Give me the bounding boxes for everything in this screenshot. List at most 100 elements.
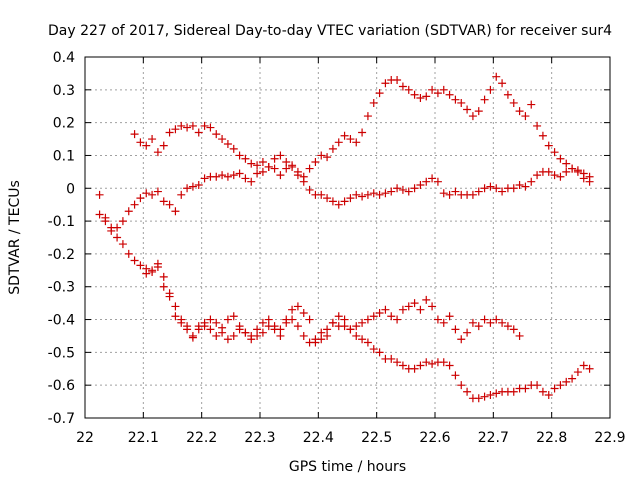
data-point <box>223 335 232 344</box>
data-point <box>369 312 378 321</box>
data-point <box>317 151 326 160</box>
data-point <box>457 335 466 344</box>
data-point <box>235 325 244 334</box>
data-point <box>556 154 565 163</box>
data-point <box>363 315 372 324</box>
plot-frame <box>84 56 611 419</box>
data-point <box>474 394 483 403</box>
data-point <box>474 322 483 331</box>
data-point <box>334 200 343 209</box>
data-point <box>299 308 308 317</box>
grid <box>85 57 610 418</box>
data-point <box>568 164 577 173</box>
y-tick-label: -0.2 <box>48 247 75 263</box>
data-point <box>428 174 437 183</box>
data-point <box>486 318 495 327</box>
data-point <box>194 180 203 189</box>
data-point <box>521 384 530 393</box>
data-point <box>107 226 116 235</box>
data-point <box>153 187 162 196</box>
data-point <box>550 171 559 180</box>
data-point <box>270 325 279 334</box>
x-tick-label: 22.2 <box>186 430 217 446</box>
data-point <box>579 361 588 370</box>
data-point <box>177 121 186 130</box>
data-point <box>113 223 122 232</box>
data-point <box>369 345 378 354</box>
data-point <box>177 315 186 324</box>
data-point <box>171 302 180 311</box>
data-point <box>200 318 209 327</box>
data-point <box>422 358 431 367</box>
data-point <box>468 190 477 199</box>
data-point <box>398 305 407 314</box>
data-point <box>241 154 250 163</box>
series-track-lower-middle <box>142 259 524 347</box>
data-point <box>387 354 396 363</box>
data-point <box>521 182 530 191</box>
data-point <box>136 138 145 147</box>
y-tick-label: 0.3 <box>53 83 75 99</box>
data-point <box>334 312 343 321</box>
data-point <box>136 261 145 270</box>
data-point <box>463 328 472 337</box>
data-point <box>509 325 518 334</box>
x-tick-label: 22.8 <box>536 430 567 446</box>
data-point <box>451 95 460 104</box>
data-point <box>282 315 291 324</box>
data-point <box>95 210 104 219</box>
data-point <box>358 318 367 327</box>
data-point <box>550 384 559 393</box>
data-point <box>375 308 384 317</box>
y-tick-label: -0.6 <box>48 378 75 394</box>
data-point <box>188 182 197 191</box>
y-tick-label: -0.1 <box>48 214 75 230</box>
data-point <box>445 361 454 370</box>
data-point <box>492 389 501 398</box>
data-point <box>439 318 448 327</box>
data-point <box>171 312 180 321</box>
data-point <box>398 82 407 91</box>
data-point <box>451 187 460 196</box>
data-point <box>573 167 582 176</box>
data-point <box>433 89 442 98</box>
data-point <box>235 169 244 178</box>
data-point <box>247 335 256 344</box>
data-point <box>323 194 332 203</box>
data-point <box>328 197 337 206</box>
data-point <box>410 90 419 99</box>
data-point <box>293 322 302 331</box>
data-point <box>492 72 501 81</box>
y-tick-label: 0 <box>66 181 75 197</box>
data-point <box>223 315 232 324</box>
data-point <box>113 233 122 242</box>
data-point <box>363 190 372 199</box>
data-point <box>533 171 542 180</box>
data-point <box>223 172 232 181</box>
data-point <box>463 387 472 396</box>
data-point <box>562 167 571 176</box>
data-point <box>428 359 437 368</box>
data-point <box>480 315 489 324</box>
data-point <box>153 259 162 268</box>
x-tick-label: 22.9 <box>594 430 625 446</box>
data-point <box>305 315 314 324</box>
series-track-near-zero <box>95 162 594 232</box>
data-point <box>480 95 489 104</box>
data-point <box>159 197 168 206</box>
data-point <box>416 94 425 103</box>
data-point <box>503 90 512 99</box>
data-point <box>305 164 314 173</box>
data-point <box>247 159 256 168</box>
data-point <box>503 322 512 331</box>
data-point <box>334 138 343 147</box>
data-point <box>293 302 302 311</box>
data-point <box>276 151 285 160</box>
data-point <box>142 269 151 278</box>
data-point <box>188 121 197 130</box>
data-point <box>398 185 407 194</box>
data-point <box>381 189 390 198</box>
data-point <box>159 141 168 150</box>
data-point <box>416 305 425 314</box>
